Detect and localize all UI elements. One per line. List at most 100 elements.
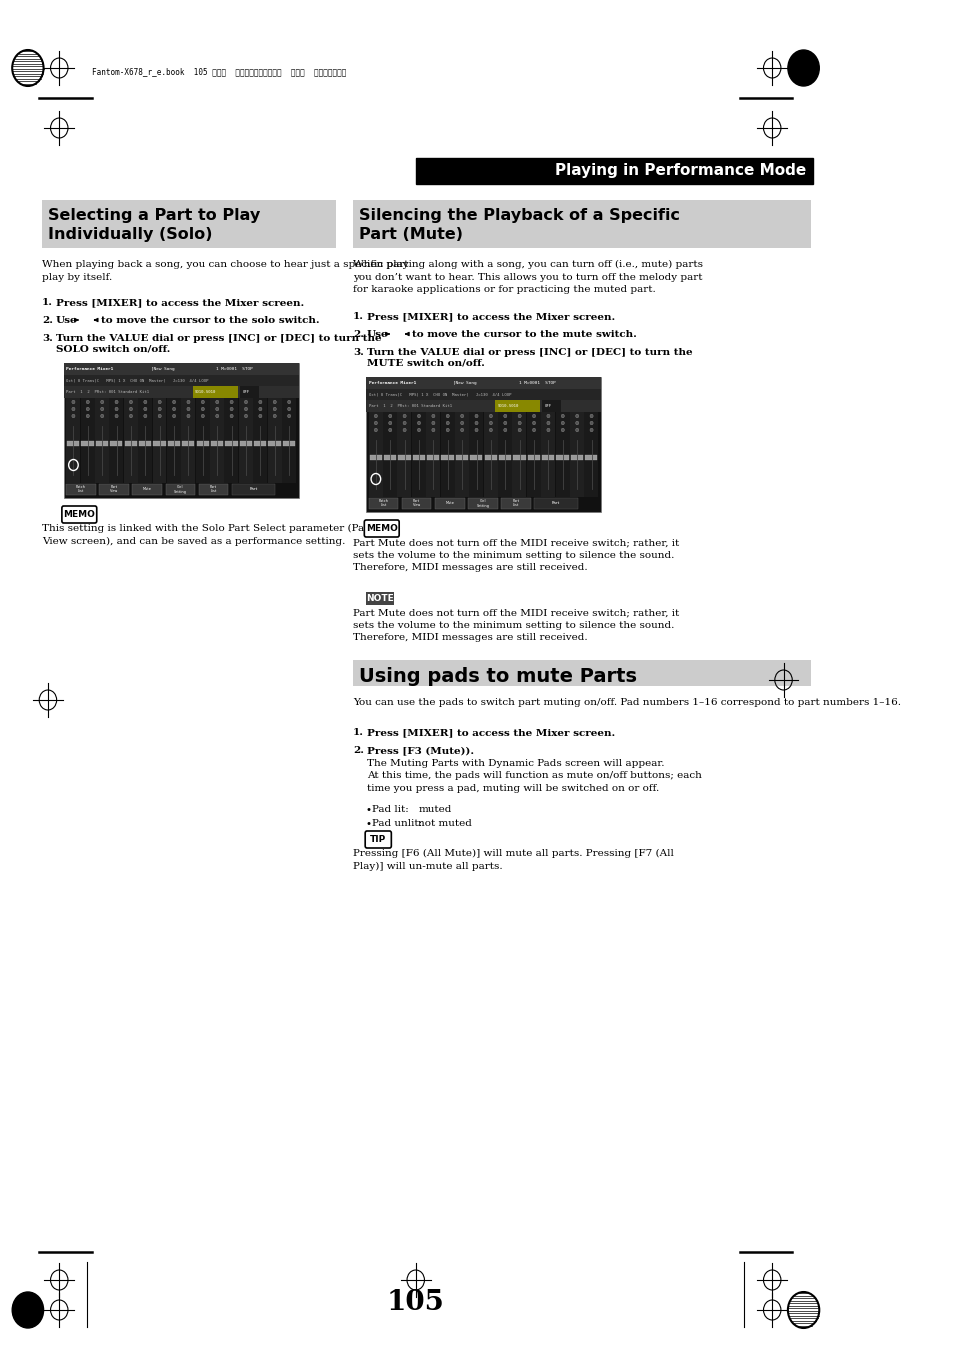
Circle shape <box>575 415 578 417</box>
Circle shape <box>575 422 578 424</box>
Text: S010-S010: S010-S010 <box>497 404 518 408</box>
Circle shape <box>273 400 276 404</box>
FancyBboxPatch shape <box>455 412 469 497</box>
FancyBboxPatch shape <box>239 386 258 399</box>
Text: not muted: not muted <box>418 819 472 828</box>
Text: Oct| 8 Trans|C   MPS| 1 X  CHO ON  Master|   J=130  4/4 LOOP: Oct| 8 Trans|C MPS| 1 X CHO ON Master| J… <box>66 378 209 382</box>
Text: Turn the VALUE dial or press [INC] or [DEC] to turn the: Turn the VALUE dial or press [INC] or [D… <box>367 349 692 357</box>
Circle shape <box>100 407 104 411</box>
FancyBboxPatch shape <box>224 399 238 484</box>
Circle shape <box>215 400 218 404</box>
Text: 1.: 1. <box>353 312 364 322</box>
Text: 2.: 2. <box>353 746 364 755</box>
Text: NOTE: NOTE <box>366 594 394 603</box>
Circle shape <box>787 50 819 86</box>
Text: Part
List: Part List <box>210 485 217 493</box>
Circle shape <box>86 400 90 404</box>
FancyBboxPatch shape <box>555 412 569 497</box>
FancyBboxPatch shape <box>167 399 181 484</box>
FancyBboxPatch shape <box>282 440 294 446</box>
Circle shape <box>489 422 492 424</box>
FancyBboxPatch shape <box>232 484 275 494</box>
Text: Silencing the Playback of a Specific: Silencing the Playback of a Specific <box>358 208 679 223</box>
Text: Part: Part <box>250 488 257 492</box>
Circle shape <box>589 428 593 432</box>
FancyBboxPatch shape <box>64 386 298 399</box>
Circle shape <box>560 422 564 424</box>
Text: •: • <box>365 819 371 830</box>
Circle shape <box>503 415 506 417</box>
FancyBboxPatch shape <box>132 484 162 494</box>
Text: When playing back a song, you can choose to hear just a specific part
play by it: When playing back a song, you can choose… <box>42 259 408 281</box>
Text: muted: muted <box>418 805 452 815</box>
FancyBboxPatch shape <box>369 455 381 459</box>
FancyBboxPatch shape <box>484 455 497 459</box>
FancyBboxPatch shape <box>64 363 298 499</box>
Circle shape <box>115 415 118 417</box>
Circle shape <box>130 415 132 417</box>
Circle shape <box>158 415 161 417</box>
FancyBboxPatch shape <box>500 499 530 509</box>
Text: [New Song: [New Song <box>453 381 476 385</box>
FancyBboxPatch shape <box>584 455 597 459</box>
FancyBboxPatch shape <box>401 499 431 509</box>
Text: Using pads to mute Parts: Using pads to mute Parts <box>358 667 637 686</box>
Text: Part Mute does not turn off the MIDI receive switch; rather, it
sets the volume : Part Mute does not turn off the MIDI rec… <box>353 538 679 571</box>
Text: 1.: 1. <box>42 299 52 307</box>
Circle shape <box>532 415 535 417</box>
Text: Pressing [F6 (All Mute)] will mute all parts. Pressing [F7 (All
Play)] will un-m: Pressing [F6 (All Mute)] will mute all p… <box>353 848 673 871</box>
FancyBboxPatch shape <box>570 455 582 459</box>
Text: Ctrl
Setting: Ctrl Setting <box>173 485 187 493</box>
Text: The Muting Parts with Dynamic Pads screen will appear.
At this time, the pads wi: The Muting Parts with Dynamic Pads scree… <box>367 759 701 793</box>
Circle shape <box>402 415 406 417</box>
Text: Turn the VALUE dial or press [INC] or [DEC] to turn the: Turn the VALUE dial or press [INC] or [D… <box>55 334 381 343</box>
FancyBboxPatch shape <box>139 440 152 446</box>
FancyBboxPatch shape <box>468 499 497 509</box>
FancyBboxPatch shape <box>368 499 398 509</box>
FancyBboxPatch shape <box>435 499 464 509</box>
Circle shape <box>417 415 420 417</box>
FancyBboxPatch shape <box>366 377 600 512</box>
Text: Use: Use <box>55 316 77 326</box>
FancyBboxPatch shape <box>469 412 483 497</box>
FancyBboxPatch shape <box>268 440 280 446</box>
Text: 1.: 1. <box>353 728 364 738</box>
FancyBboxPatch shape <box>193 386 237 399</box>
FancyBboxPatch shape <box>238 399 253 484</box>
FancyBboxPatch shape <box>124 399 137 484</box>
Circle shape <box>546 422 550 424</box>
Circle shape <box>244 407 248 411</box>
FancyBboxPatch shape <box>556 455 568 459</box>
Circle shape <box>475 422 477 424</box>
FancyBboxPatch shape <box>383 412 396 497</box>
FancyBboxPatch shape <box>110 399 123 484</box>
Circle shape <box>258 400 262 404</box>
Text: 1 M=0001  STOP: 1 M=0001 STOP <box>216 367 253 372</box>
FancyBboxPatch shape <box>81 399 94 484</box>
Circle shape <box>388 415 392 417</box>
Circle shape <box>230 415 233 417</box>
Circle shape <box>432 415 435 417</box>
Circle shape <box>560 415 564 417</box>
FancyBboxPatch shape <box>168 440 180 446</box>
Circle shape <box>230 400 233 404</box>
Circle shape <box>158 407 161 411</box>
FancyBboxPatch shape <box>253 399 267 484</box>
Circle shape <box>187 400 190 404</box>
FancyBboxPatch shape <box>368 412 382 497</box>
FancyBboxPatch shape <box>353 200 810 249</box>
FancyBboxPatch shape <box>397 412 411 497</box>
Text: to move the cursor to the mute switch.: to move the cursor to the mute switch. <box>412 330 637 339</box>
Text: Playing in Performance Mode: Playing in Performance Mode <box>555 163 805 178</box>
Circle shape <box>489 428 492 432</box>
FancyBboxPatch shape <box>211 440 223 446</box>
Text: to move the cursor to the solo switch.: to move the cursor to the solo switch. <box>101 316 319 326</box>
Circle shape <box>244 400 248 404</box>
Circle shape <box>402 422 406 424</box>
FancyBboxPatch shape <box>497 412 512 497</box>
Circle shape <box>287 415 291 417</box>
Circle shape <box>172 407 175 411</box>
FancyBboxPatch shape <box>527 455 539 459</box>
FancyBboxPatch shape <box>584 412 598 497</box>
Circle shape <box>172 415 175 417</box>
